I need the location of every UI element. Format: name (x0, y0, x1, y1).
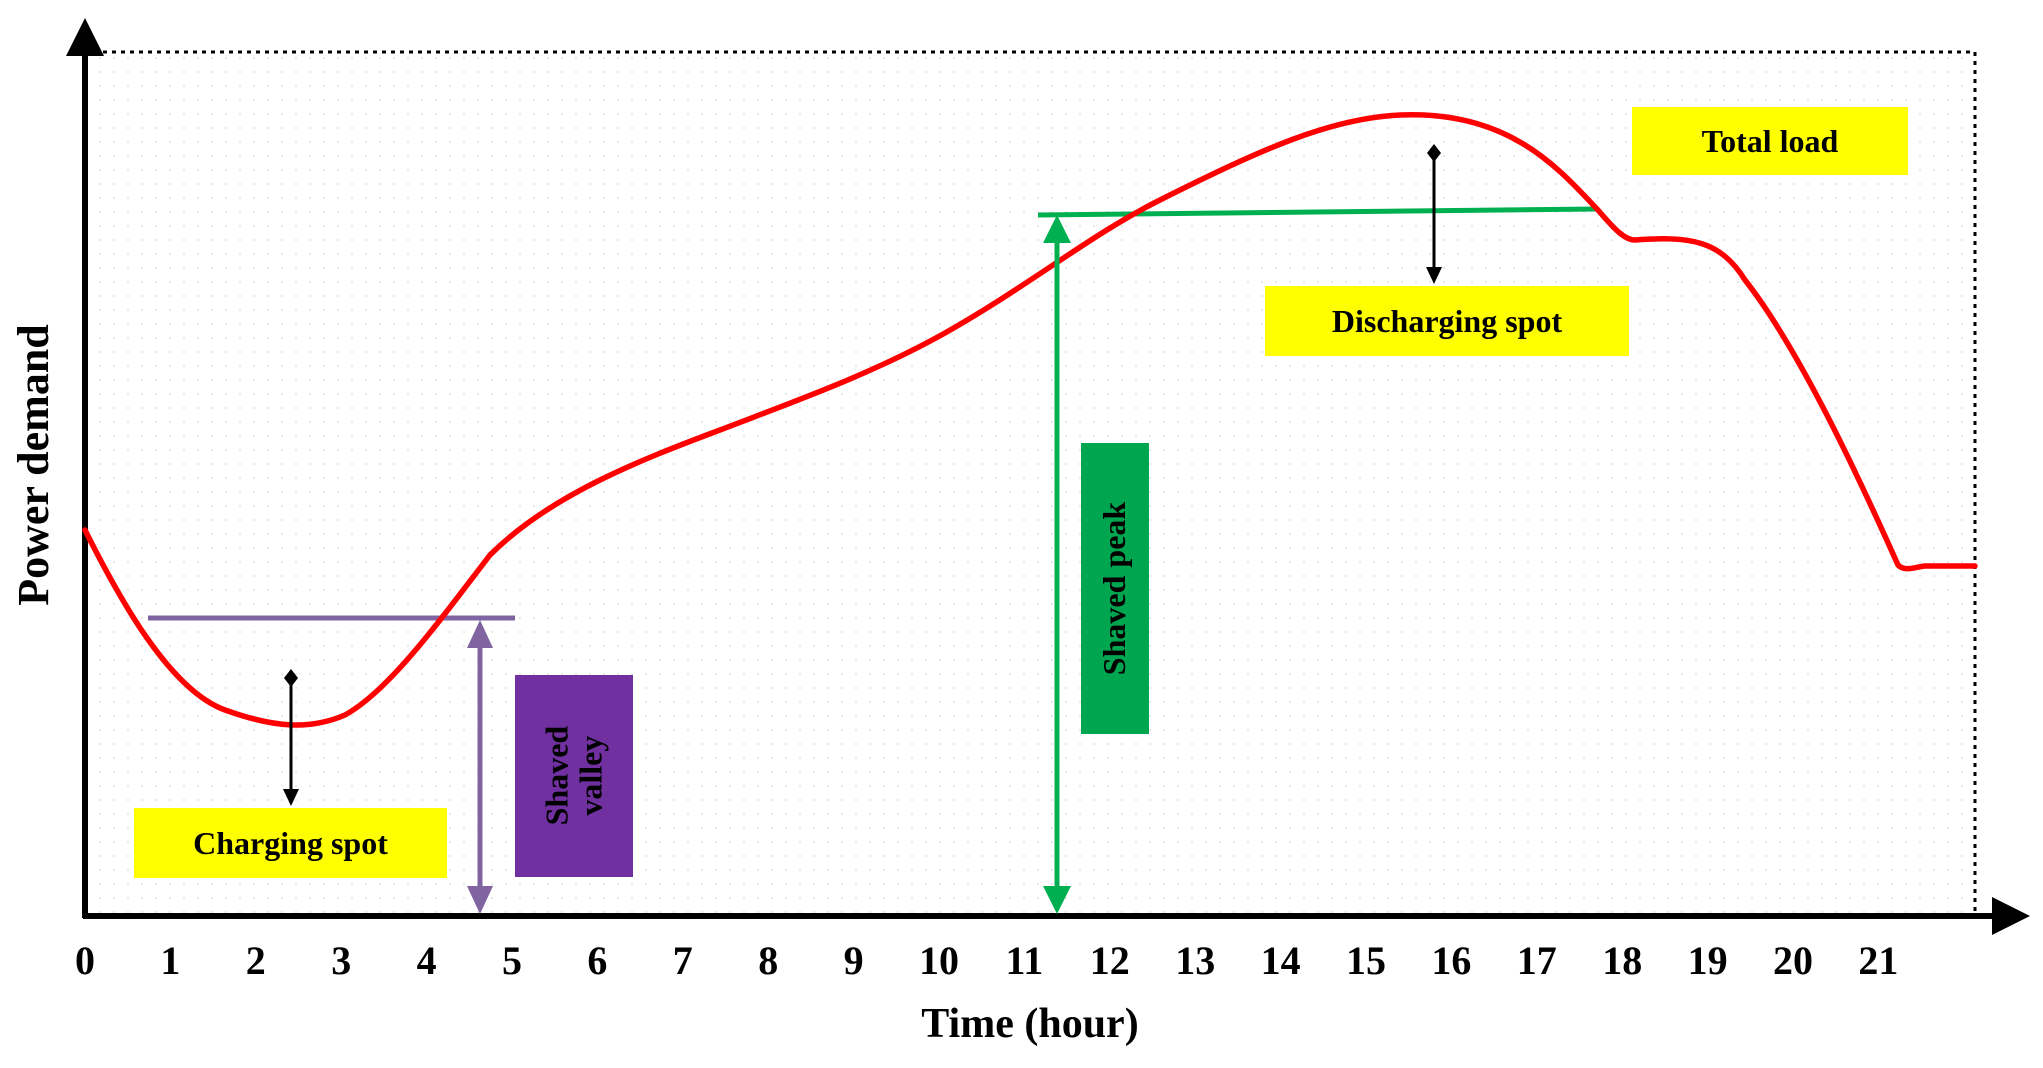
shaved-peak-label: Shaved peak (1081, 443, 1149, 734)
x-tick-label: 21 (1858, 938, 1898, 983)
x-tick-label: 6 (587, 938, 607, 983)
x-tick-label: 5 (502, 938, 522, 983)
charging-spot-arrow-tail (284, 669, 298, 687)
x-tick-label: 19 (1688, 938, 1728, 983)
x-axis-arrowhead (1992, 897, 2030, 935)
x-tick-label: 0 (75, 938, 95, 983)
x-axis-label: Time (hour) (921, 1001, 1138, 1047)
x-tick-label: 10 (919, 938, 959, 983)
shaved-peak-arrowhead-bottom (1043, 886, 1071, 914)
discharging-spot-arrowhead (1426, 267, 1442, 284)
x-tick-label: 2 (246, 938, 266, 983)
plot-area (85, 52, 1975, 914)
total-load-label: Total load (1632, 107, 1908, 175)
discharging-spot-arrow-tail (1427, 144, 1441, 162)
shaved-valley-label: Shaved valley (515, 675, 633, 877)
discharging-spot-label: Discharging spot (1265, 286, 1629, 356)
x-tick-labels: 0 1 2 3 4 5 6 7 8 9 10 11 12 13 14 15 16 17 18 19 20 21 (75, 938, 1898, 983)
x-tick-label: 13 (1175, 938, 1215, 983)
charging-spot-label: Charging spot (134, 808, 447, 878)
plot-frame (85, 50, 1977, 914)
x-tick-label: 4 (417, 938, 437, 983)
total-load-curve (82, 112, 1978, 728)
x-tick-label: 3 (331, 938, 351, 983)
x-tick-label: 7 (673, 938, 693, 983)
x-tick-label: 20 (1773, 938, 1813, 983)
x-tick-label: 9 (844, 938, 864, 983)
x-tick-label: 15 (1346, 938, 1386, 983)
shaved-peak-arrowhead-top (1043, 215, 1071, 243)
x-tick-label: 18 (1602, 938, 1642, 983)
x-tick-label: 12 (1090, 938, 1130, 983)
y-axis-arrowhead (66, 18, 104, 56)
x-tick-label: 8 (758, 938, 778, 983)
x-tick-label: 14 (1261, 938, 1301, 983)
x-tick-label: 17 (1517, 938, 1557, 983)
shaved-valley-arrowhead-bottom (467, 886, 493, 914)
shaved-valley-arrowhead-top (467, 620, 493, 648)
x-tick-label: 11 (1006, 938, 1044, 983)
charging-spot-arrowhead (283, 789, 299, 806)
x-tick-label: 1 (160, 938, 180, 983)
y-axis-label: Power demand (9, 324, 58, 606)
x-tick-label: 16 (1431, 938, 1471, 983)
